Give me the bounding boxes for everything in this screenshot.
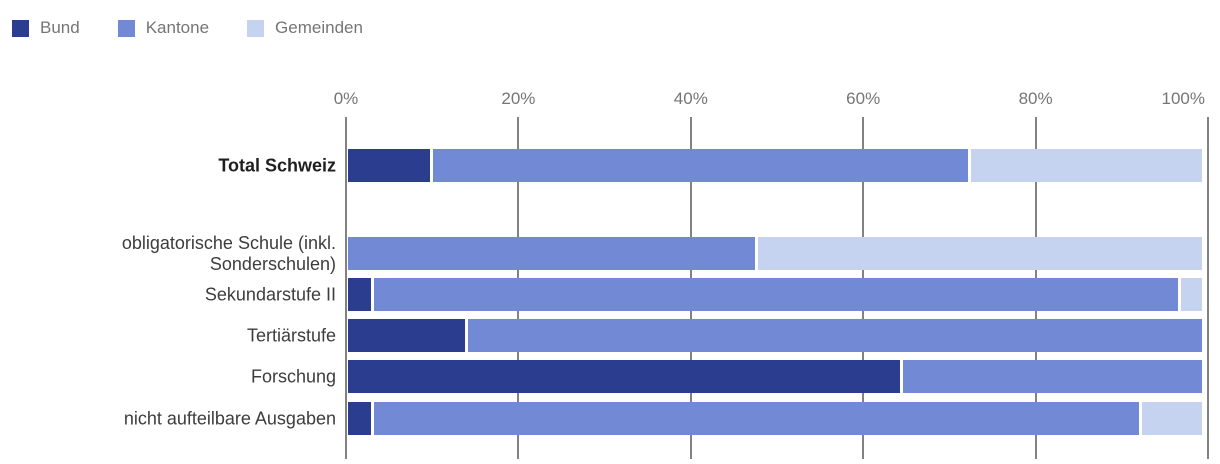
bar-row <box>348 402 1202 435</box>
bar-segment-kantone[interactable] <box>433 149 972 182</box>
gridline <box>345 117 347 459</box>
x-axis-tick-label: 60% <box>846 89 881 108</box>
bar-segment-bund[interactable] <box>348 402 374 435</box>
legend-swatch-icon <box>247 19 265 37</box>
bar-segment-bund[interactable] <box>348 278 374 311</box>
category-label: Forschung <box>250 366 336 386</box>
category-label: Total Schweiz <box>218 155 336 175</box>
bar-segment-bund[interactable] <box>348 319 468 352</box>
gridline <box>1207 117 1209 459</box>
legend-swatch-icon <box>12 19 29 37</box>
bar-row <box>348 278 1202 311</box>
legend: Bund Kantone Gemeinden <box>12 18 363 38</box>
legend-item-kantone[interactable]: Kantone <box>117 18 210 38</box>
bar-row <box>348 360 1202 393</box>
category-label: Tertiärstufe <box>246 325 336 345</box>
legend-item-gemeinden[interactable]: Gemeinden <box>247 18 363 38</box>
bar-segment-gemeinden[interactable] <box>971 149 1202 182</box>
x-axis-tick-label: 80% <box>1018 89 1053 108</box>
legend-item-bund[interactable]: Bund <box>12 18 80 38</box>
bar-segment-kantone[interactable] <box>467 319 1202 352</box>
bar-segment-kantone[interactable] <box>373 402 1143 435</box>
x-axis-tick-label: 40% <box>673 89 708 108</box>
bar-segment-bund[interactable] <box>348 149 434 182</box>
legend-label: Bund <box>40 18 80 37</box>
bar-segment-kantone[interactable] <box>903 360 1202 393</box>
bar-segment-gemeinden[interactable] <box>1180 278 1202 311</box>
x-axis-tick-label: 100% <box>1161 89 1205 108</box>
x-axis-tick-label: 0% <box>333 89 359 108</box>
legend-label: Gemeinden <box>275 18 363 37</box>
bar-segment-gemeinden[interactable] <box>1142 402 1202 435</box>
bar-segment-kantone[interactable] <box>348 237 758 270</box>
bar-segment-gemeinden[interactable] <box>757 237 1202 270</box>
legend-label: Kantone <box>145 18 210 37</box>
bar-segment-bund[interactable] <box>348 360 904 393</box>
x-axis-tick-label: 20% <box>501 89 536 108</box>
bar-segment-kantone[interactable] <box>373 278 1181 311</box>
bar-row <box>348 149 1202 182</box>
legend-swatch-icon <box>117 19 135 37</box>
category-label: nicht aufteilbare Ausgaben <box>123 408 336 428</box>
category-label: Sekundarstufe II <box>204 284 336 304</box>
bar-row <box>348 237 1202 270</box>
bar-row <box>348 319 1202 352</box>
category-label: obligatorische Schule (inkl. Sonderschul… <box>121 232 336 274</box>
